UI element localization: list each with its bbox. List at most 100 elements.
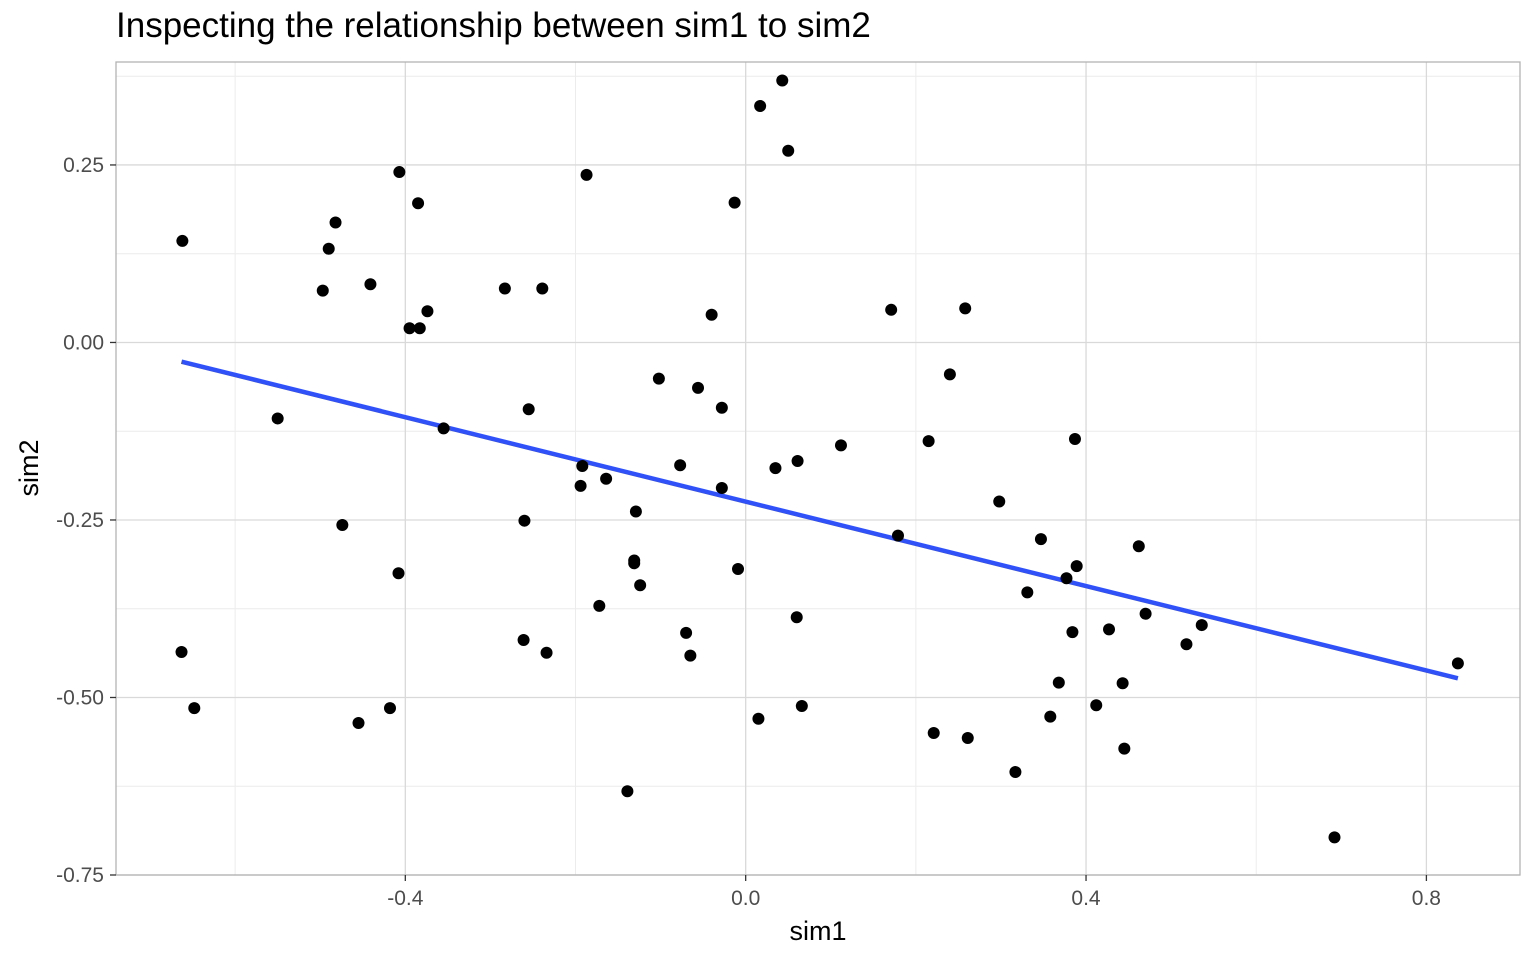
data-point	[316, 284, 329, 297]
data-point	[393, 166, 406, 179]
data-point	[536, 282, 549, 295]
data-point	[1195, 619, 1208, 632]
data-point	[1066, 626, 1079, 639]
data-point	[732, 562, 745, 575]
fit-line-layer	[180, 359, 1459, 681]
data-point	[1034, 533, 1047, 546]
data-point	[188, 702, 201, 715]
data-point	[692, 381, 705, 394]
data-point	[540, 646, 553, 659]
data-point	[684, 649, 697, 662]
data-point	[421, 305, 434, 318]
data-point	[782, 144, 795, 157]
data-point	[715, 482, 728, 495]
data-point	[1103, 623, 1116, 636]
data-point	[413, 322, 426, 335]
data-point	[1052, 676, 1065, 689]
data-point	[629, 505, 642, 518]
data-point	[634, 579, 647, 592]
data-point	[1132, 540, 1145, 553]
data-point	[834, 439, 847, 452]
y-tick-label: -0.75	[56, 864, 104, 887]
data-point	[715, 401, 728, 414]
data-point	[1021, 586, 1034, 599]
y-tick-label: -0.50	[56, 686, 104, 709]
fit-line	[180, 359, 1459, 681]
data-point	[791, 455, 804, 468]
data-point	[352, 717, 365, 730]
x-tick-label: 0.0	[731, 887, 760, 910]
data-point	[437, 422, 450, 435]
data-point	[403, 322, 416, 335]
data-point	[752, 712, 765, 725]
points-layer	[175, 74, 1464, 844]
data-point	[1044, 710, 1057, 723]
data-point	[329, 216, 342, 229]
chart-title: Inspecting the relationship between sim1…	[116, 6, 871, 45]
data-point	[790, 611, 803, 624]
data-point	[176, 234, 189, 247]
data-point	[392, 567, 405, 580]
data-point	[1068, 433, 1081, 446]
data-point	[580, 168, 593, 181]
data-point	[1118, 742, 1131, 755]
y-tick-label: -0.25	[56, 509, 104, 532]
data-point	[1070, 560, 1083, 573]
data-point	[1139, 607, 1152, 620]
data-point	[383, 702, 396, 715]
data-point	[959, 302, 972, 315]
data-point	[891, 529, 904, 542]
data-point	[517, 633, 530, 646]
data-point	[680, 626, 693, 639]
x-axis-ticks: -0.4 0.0 0.4 0.8	[387, 875, 1441, 910]
data-point	[922, 435, 935, 448]
data-point	[652, 372, 665, 385]
data-point	[576, 460, 589, 473]
data-point	[885, 303, 898, 316]
data-point	[943, 368, 956, 381]
data-point	[728, 196, 741, 209]
data-point	[175, 646, 188, 659]
data-point	[574, 479, 587, 492]
data-point	[271, 412, 284, 425]
data-point	[522, 403, 535, 416]
data-point	[795, 700, 808, 713]
x-tick-label: 0.4	[1071, 887, 1101, 910]
data-point	[776, 74, 789, 87]
data-point	[518, 514, 531, 527]
y-axis-label: sim2	[14, 439, 44, 496]
data-point	[336, 518, 349, 531]
x-axis-label: sim1	[789, 916, 846, 946]
data-point	[961, 731, 974, 744]
grid-minor	[116, 62, 1520, 875]
panel-border	[115, 61, 1521, 876]
x-tick-label: -0.4	[387, 887, 424, 910]
data-point	[412, 197, 425, 210]
data-point	[769, 462, 782, 475]
data-point	[1060, 572, 1073, 585]
data-point	[754, 100, 767, 113]
data-point	[1090, 699, 1103, 712]
x-tick-label: 0.8	[1412, 887, 1441, 910]
grid-major	[116, 62, 1520, 876]
data-point	[628, 557, 641, 570]
data-point	[593, 599, 606, 612]
data-point	[364, 278, 377, 291]
data-point	[705, 308, 718, 321]
y-axis-ticks: -0.75 -0.50 -0.25 0.00 0.25	[56, 154, 116, 887]
data-point	[674, 459, 687, 472]
data-point	[498, 282, 511, 295]
data-point	[1451, 657, 1464, 670]
data-point	[1180, 638, 1193, 651]
data-point	[927, 726, 940, 739]
data-point	[1328, 831, 1341, 844]
data-point	[600, 472, 613, 485]
data-point	[993, 495, 1006, 508]
data-point	[322, 242, 335, 255]
y-tick-label: 0.00	[63, 331, 104, 354]
data-point	[621, 785, 634, 798]
data-point	[1116, 677, 1129, 690]
data-point	[1009, 766, 1022, 779]
y-tick-label: 0.25	[63, 154, 104, 177]
